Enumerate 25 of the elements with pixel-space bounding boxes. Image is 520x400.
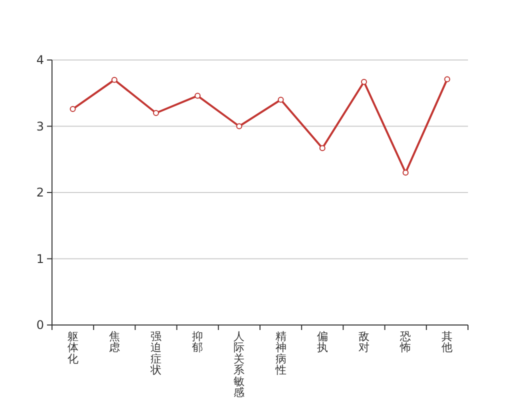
x-tick-label: 躯体化	[67, 330, 78, 366]
y-tick-label: 1	[36, 252, 44, 266]
point	[361, 78, 367, 85]
point	[111, 76, 118, 83]
x-tick-label: 人际关系敏感	[234, 330, 245, 399]
x-tick-label: 偏执	[316, 330, 328, 354]
y-tick-label: 4	[36, 53, 44, 67]
point	[70, 106, 76, 112]
x-tick-label: 焦虑	[108, 330, 120, 354]
x-tick-label: 恐怖	[399, 330, 412, 354]
point	[319, 145, 326, 152]
x-tick-label: 强迫症状	[150, 330, 162, 377]
point	[236, 123, 242, 130]
point	[444, 76, 450, 82]
x-tick-label: 敌对	[358, 330, 370, 354]
point	[278, 96, 284, 103]
x-tick-label: 精神病性	[274, 330, 286, 377]
point	[153, 110, 159, 116]
y-tick-label: 2	[36, 186, 44, 200]
point	[194, 92, 201, 99]
y-tick-label: 3	[36, 119, 44, 134]
x-tick-label: 其他	[442, 330, 453, 354]
y-tick-label: 0	[36, 318, 44, 332]
point	[402, 170, 409, 176]
x-tick-label: 抑郁	[192, 330, 204, 354]
